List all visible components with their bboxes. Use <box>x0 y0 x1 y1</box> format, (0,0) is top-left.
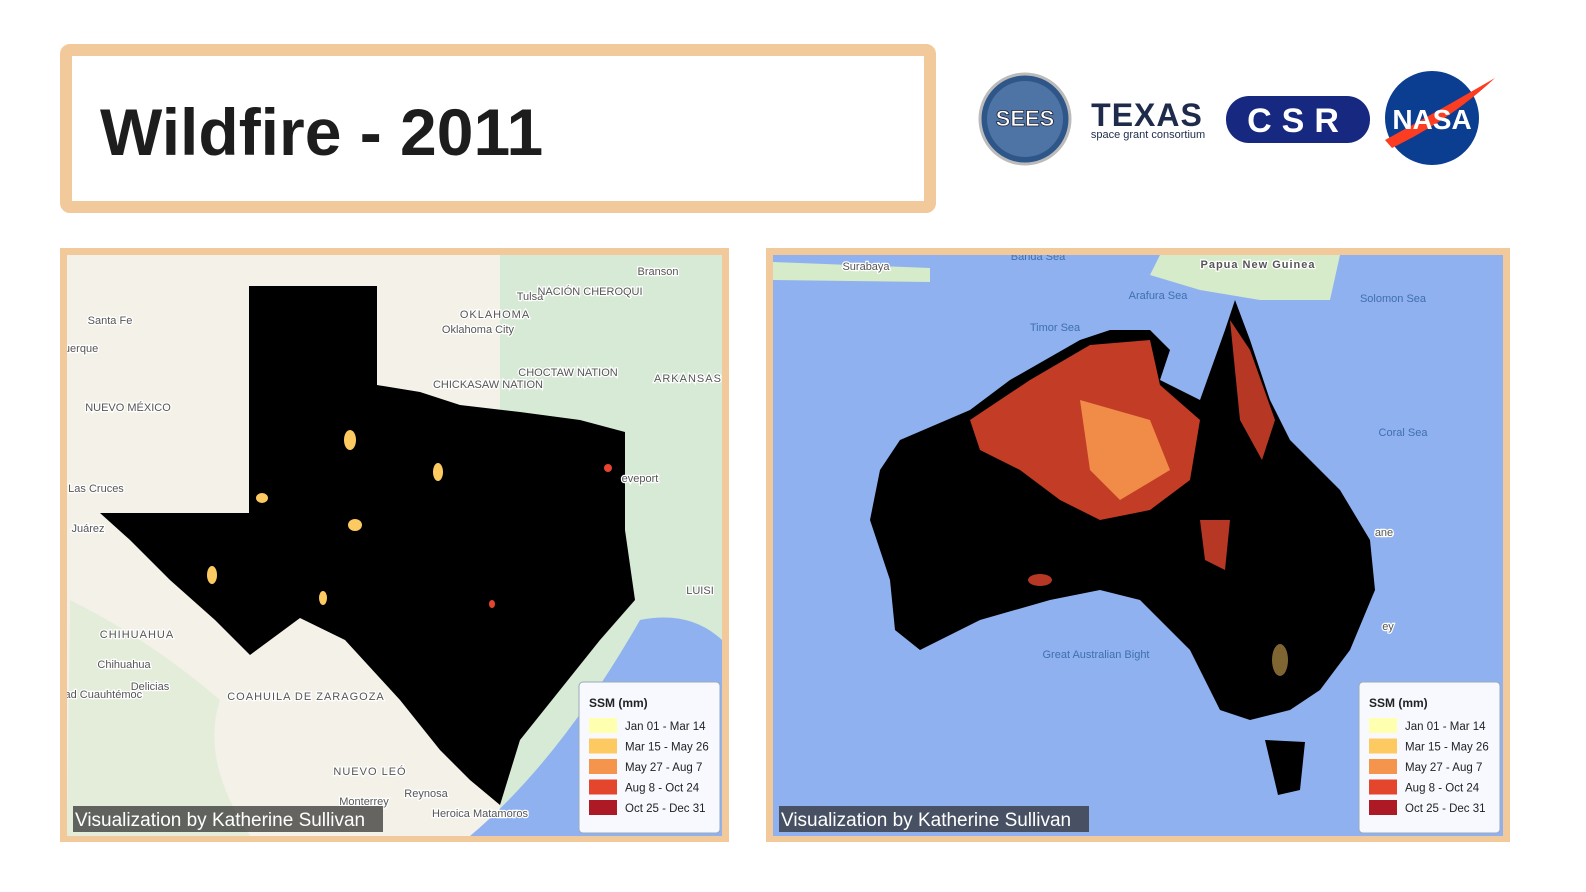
place-label: ey <box>1382 621 1394 633</box>
place-label: Heroica Matamoros <box>432 808 528 820</box>
legend-label: Mar 15 - May 26 <box>625 742 709 754</box>
place-label: Papua New Guinea <box>1200 259 1315 271</box>
place-label: Las Cruces <box>68 483 124 495</box>
texas-region <box>100 286 635 805</box>
legend-label: Oct 25 - Dec 31 <box>1405 803 1486 815</box>
place-label: Solomon Sea <box>1360 293 1427 305</box>
legend-swatch <box>1369 718 1397 733</box>
legend-swatch <box>589 779 617 795</box>
sees-text: SEES <box>996 106 1055 131</box>
place-label: Branson <box>638 266 679 278</box>
place-label: Timor Sea <box>1030 322 1081 334</box>
place-label: LUISI <box>686 585 714 597</box>
credit: Visualization by Katherine Sullivan <box>75 810 365 831</box>
place-label: Oklahoma City <box>442 324 515 336</box>
legend-swatch <box>589 738 617 754</box>
legend-title: SSM (mm) <box>1369 696 1428 710</box>
legend-swatch <box>1369 800 1397 815</box>
place-label: Surabaya <box>842 261 890 273</box>
new-guinea <box>1150 255 1340 300</box>
place-label: NUEVO MÉXICO <box>85 401 171 414</box>
csr-text: CSR <box>1247 102 1349 140</box>
place-label: OKLAHOMA <box>460 309 530 321</box>
legend-swatch <box>1369 779 1397 795</box>
place-label: NACIÓN CHEROQUI <box>537 285 642 298</box>
place-label: Coral Sea <box>1379 427 1429 439</box>
legend: SSM (mm) Jan 01 - Mar 14 Mar 15 - May 26 Ma… <box>1358 681 1501 834</box>
place-label: COAHUILA DE ZARAGOZA <box>227 691 385 703</box>
tasmania <box>1265 740 1305 795</box>
place-label: Santa Fe <box>88 315 133 327</box>
legend-label: Aug 8 - Oct 24 <box>1405 783 1480 795</box>
legend-label: Jan 01 - Mar 14 <box>1405 721 1486 733</box>
place-label: Banda Sea <box>1011 251 1066 263</box>
legend: SSM (mm) Jan 01 - Mar 14 Mar 15 - May 26 Ma… <box>578 681 721 834</box>
nasa-swoosh <box>1385 78 1495 148</box>
place-label: eveport <box>622 473 659 485</box>
fire-patches <box>970 320 1288 676</box>
place-label: CHICKASAW NATION <box>433 379 543 391</box>
place-label: CHIHUAHUA <box>100 629 174 641</box>
place-label: Great Australian Bight <box>1042 649 1149 661</box>
texas-text: TEXAS <box>1091 97 1203 133</box>
legend-label: Mar 15 - May 26 <box>1405 742 1489 754</box>
legend-swatch <box>589 800 617 815</box>
csr-logo <box>1226 96 1370 143</box>
nasa-text: NASA <box>1392 104 1471 135</box>
legend-swatch <box>1369 759 1397 774</box>
legend-title: SSM (mm) <box>589 696 648 710</box>
legend-label: May 27 - Aug 7 <box>1405 762 1482 774</box>
legend-swatch <box>589 718 617 733</box>
java <box>773 262 930 282</box>
legend-swatch <box>1369 738 1397 754</box>
sees-globe <box>987 81 1063 157</box>
place-label: Tulsa <box>517 291 544 303</box>
title-box <box>60 44 936 213</box>
place-label: ane <box>1375 527 1393 539</box>
place-label: Delicias <box>131 681 170 693</box>
place-label: CHOCTAW NATION <box>518 367 617 379</box>
place-label: NUEVO LEÓ <box>333 765 406 778</box>
fire-patches <box>207 430 612 608</box>
credit: Visualization by Katherine Sullivan <box>781 810 1071 831</box>
legend-label: Oct 25 - Dec 31 <box>625 803 706 815</box>
place-label: Arafura Sea <box>1129 290 1189 302</box>
logos: SEES TEXAS space grant consortium CSR NA… <box>978 71 1495 166</box>
credit-bg <box>779 806 1089 832</box>
place-label: Monterrey <box>339 796 389 808</box>
legend-label: Aug 8 - Oct 24 <box>625 783 700 795</box>
place-label: ARKANSAS <box>654 373 722 385</box>
place-label: Reynosa <box>404 788 448 800</box>
legend-label: Jan 01 - Mar 14 <box>625 721 706 733</box>
texas-sub: space grant consortium <box>1091 129 1205 141</box>
credit-bg <box>73 806 383 832</box>
place-label: Ciudad Cuauhtémoc <box>42 689 143 701</box>
place-label: Juárez <box>71 523 104 535</box>
legend-swatch <box>589 759 617 774</box>
title: Wildfire - 2011 <box>100 95 543 169</box>
place-label: Albuquerque <box>36 343 98 355</box>
place-label: Chihuahua <box>97 659 151 671</box>
legend-label: May 27 - Aug 7 <box>625 762 702 774</box>
forest <box>67 600 250 836</box>
